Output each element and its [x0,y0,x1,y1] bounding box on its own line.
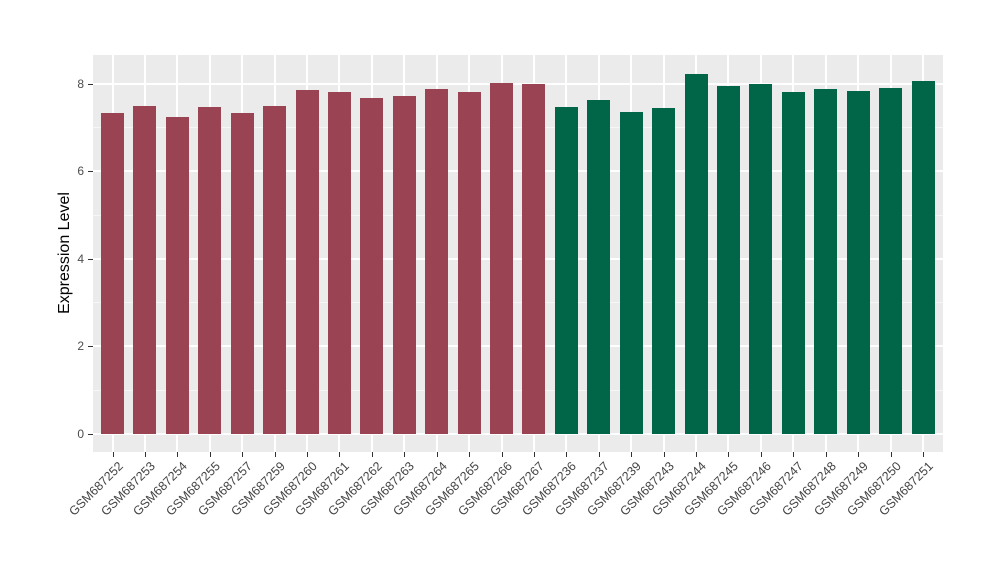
x-axis-tick [858,452,860,457]
bar-GSM687247 [781,91,805,434]
x-axis-tick [566,452,568,457]
bar-GSM687261 [327,91,351,434]
x-axis-tick [371,452,373,457]
x-axis-tick [404,452,406,457]
bar-GSM687262 [360,98,384,434]
bar-GSM687243 [652,108,676,434]
x-axis-tick [469,452,471,457]
bar-GSM687263 [392,95,416,434]
bar-GSM687239 [619,111,643,434]
y-tick-label: 0 [77,427,84,441]
major-gridline [93,345,943,348]
x-axis-tick [307,452,309,457]
bar-GSM687237 [587,100,611,434]
y-axis-tick [88,83,93,85]
bar-GSM687265 [457,92,481,434]
major-gridline [93,257,943,260]
x-axis-tick [112,452,114,457]
x-axis-tick [242,452,244,457]
y-tick-label: 4 [77,251,84,266]
x-axis-tick [339,452,341,457]
y-axis-tick [88,258,93,260]
bar-GSM687253 [133,105,157,434]
x-axis-tick [728,452,730,457]
bar-GSM687264 [425,88,449,434]
bar-GSM687259 [263,105,287,434]
y-tick-label: 2 [77,339,84,354]
bar-GSM687257 [230,112,254,434]
minor-gridline [93,302,943,304]
bar-GSM687252 [101,112,124,434]
y-tick-label: 6 [77,164,84,179]
x-axis-tick [436,452,438,457]
bar-GSM687246 [749,84,773,434]
bar-GSM687251 [911,80,935,434]
bar-GSM687249 [846,90,870,434]
x-axis-tick [144,452,146,457]
bar-GSM687248 [814,88,838,434]
y-axis-tick [88,434,93,435]
bar-GSM687254 [165,116,189,434]
x-axis-tick [890,452,892,457]
major-gridline [93,433,943,435]
x-axis-tick [696,452,698,457]
major-gridline [93,82,943,85]
x-axis-tick [663,452,665,457]
plot-panel [93,55,943,452]
bar-GSM687250 [879,87,903,434]
x-axis-tick [760,452,762,457]
minor-gridline [93,126,943,128]
bar-GSM687260 [295,90,319,434]
bar-GSM687244 [684,74,708,434]
x-axis-tick [793,452,795,457]
bar-GSM687255 [198,106,222,434]
x-axis-tick [177,452,179,457]
y-axis-tick [88,171,93,173]
bar-GSM687236 [554,106,578,434]
x-axis-tick [274,452,276,457]
x-axis-tick [631,452,633,457]
major-gridline [93,170,943,173]
minor-gridline [93,389,943,391]
x-axis-tick [598,452,600,457]
x-axis-tick [501,452,503,457]
x-axis-tick [209,452,211,457]
bar-GSM687245 [716,85,740,434]
y-tick-label: 8 [77,76,84,91]
minor-gridline [93,214,943,216]
bar-GSM687267 [522,84,546,434]
x-axis-tick [923,452,924,457]
y-axis-tick [88,346,93,348]
x-axis-tick [533,452,535,457]
bar-GSM687266 [490,83,514,434]
x-axis-tick [825,452,827,457]
